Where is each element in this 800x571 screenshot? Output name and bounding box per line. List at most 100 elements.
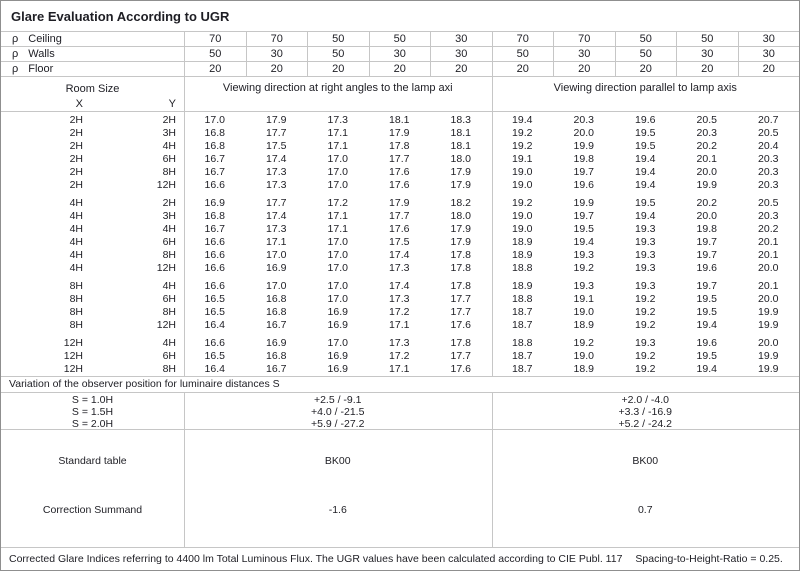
ugr-value: 16.9 [327,363,348,375]
ugr-value: 20.5 [758,127,779,139]
standard-table-row: Standard table BK00 BK00 [1,430,799,492]
footer-ratio: Spacing-to-Height-Ratio = 0.25. [635,553,783,565]
table-row: 2H 6H 16.7 17.4 17.0 17.7 18.0 19.1 19.8 19.4 20.1… [1,153,799,166]
ugr-value: 19.7 [696,236,717,248]
reflectance-name: Walls [28,48,55,60]
ugr-value: 17.3 [266,179,287,191]
ugr-value: 16.7 [204,223,225,235]
reflectance-value: 20 [737,62,800,76]
ugr-value: 18.7 [512,363,533,375]
room-x-value: 4H [69,262,83,274]
ugr-value: 16.8 [266,350,287,362]
ugr-value: 18.7 [512,350,533,362]
ugr-value: 17.3 [266,223,287,235]
reflectance-name: Floor [28,63,54,75]
ugr-value: 18.8 [512,293,533,305]
table-row: 2H 8H 16.7 17.3 17.0 17.6 17.9 19.0 19.7 19.4 20.0… [1,166,799,179]
reflectance-value: 50 [307,47,369,61]
ugr-value: 18.0 [450,153,471,165]
reflectance-value: 30 [430,47,492,61]
s-distance-label: S = 2.0H [71,418,114,430]
ugr-value: 19.9 [758,350,779,362]
ugr-value: 17.1 [266,236,287,248]
variation-value-right-angles: +2.5 / -9.1 [313,394,362,406]
reflectance-value: 30 [737,47,800,61]
room-y-value: 12H [156,262,176,274]
reflectance-value: 20 [491,62,554,76]
ugr-value: 17.8 [450,337,471,349]
table-row: 4H 2H 16.9 17.7 17.2 17.9 18.2 19.2 19.9 19.5 20.2… [1,197,799,210]
table-row: 2H 2H 17.0 17.9 17.3 18.1 18.3 19.4 20.3 19.6 20.5… [1,114,799,127]
ugr-value: 20.2 [696,197,717,209]
ugr-value: 19.0 [512,210,533,222]
table-row: 8H 12H 16.4 16.7 16.9 17.1 17.6 18.7 18.9 19.2 19.… [1,319,799,332]
ugr-value: 18.1 [450,127,471,139]
room-x-value: 2H [69,140,83,152]
reflectance-value: 30 [368,47,431,61]
ugr-value: 20.0 [696,210,717,222]
ugr-value: 17.7 [389,153,410,165]
divider-section-middle-lower [492,393,493,548]
reflectance-label: ρ Floor [1,62,184,76]
ugr-value: 17.0 [327,179,348,191]
rho-symbol: ρ [12,48,19,60]
room-y-value: 4H [162,337,176,349]
ugr-value: 19.3 [635,280,656,292]
room-x-value: 2H [69,179,83,191]
ugr-value: 16.9 [266,262,287,274]
ugr-value: 17.1 [327,223,348,235]
correction-summand-right-angles: -1.6 [328,504,347,516]
ugr-value: 19.7 [573,166,594,178]
footer-text: Corrected Glare Indices referring to 440… [9,553,623,565]
room-y-value: 6H [162,350,176,362]
ugr-value: 17.4 [389,280,410,292]
reflectance-value: 50 [307,32,369,46]
room-size-group: 4H 2H 16.9 17.7 17.2 17.9 18.2 19.2 19.9 19.5 20.2… [1,197,799,275]
ugr-value: 19.9 [758,306,779,318]
ugr-value: 17.7 [450,306,471,318]
ugr-value: 19.5 [696,293,717,305]
room-x-value: 12H [63,337,83,349]
ugr-value: 19.9 [758,363,779,375]
reflectance-name: Ceiling [28,33,62,45]
room-y-value: 4H [162,280,176,292]
variation-row: S = 1.0H +2.5 / -9.1 +2.0 / -4.0 [1,394,799,406]
reflectance-label: ρ Walls [1,47,184,61]
standard-table-label: Standard table [58,455,127,467]
ugr-value: 20.3 [758,179,779,191]
reflectance-value: 50 [184,47,246,61]
ugr-value: 19.2 [635,293,656,305]
room-y-value: 2H [162,197,176,209]
ugr-value: 17.0 [327,280,348,292]
room-x-value: 4H [69,197,83,209]
ugr-value: 16.7 [204,153,225,165]
ugr-value: 17.6 [450,363,471,375]
ugr-value: 19.2 [635,350,656,362]
table-row: 4H 6H 16.6 17.1 17.0 17.5 17.9 18.9 19.4 19.3 19.7… [1,236,799,249]
xy-header-row: X Y [1,97,184,112]
s-distance-label: S = 1.0H [71,394,114,406]
ugr-value: 19.6 [635,114,656,126]
ugr-value: 16.8 [204,127,225,139]
room-y-value: 6H [162,153,176,165]
ugr-value: 17.2 [389,306,410,318]
ugr-value: 17.6 [389,223,410,235]
table-row: 8H 4H 16.6 17.0 17.0 17.4 17.8 18.9 19.3 19.3 19.7… [1,280,799,293]
s-distance-label: S = 1.5H [71,406,114,418]
reflectance-table: ρ Ceiling 70 70 50 50 30 70 70 50 50 30 ρ Walls 50 30 50… [1,32,799,77]
ugr-value: 20.0 [758,293,779,305]
ugr-value: 18.8 [512,337,533,349]
ugr-value: 20.3 [758,210,779,222]
ugr-value: 16.5 [204,293,225,305]
reflectance-row: ρ Ceiling 70 70 50 50 30 70 70 50 50 30 [1,32,799,47]
ugr-value: 18.9 [512,249,533,261]
divider-section-middle [492,77,493,376]
ugr-value: 16.6 [204,262,225,274]
ugr-value: 19.3 [635,223,656,235]
ugr-value: 19.3 [573,280,594,292]
ugr-value: 19.0 [512,166,533,178]
variation-row: S = 1.5H +4.0 / -21.5 +3.3 / -16.9 [1,406,799,418]
ugr-value: 16.6 [204,280,225,292]
ugr-value: 19.2 [512,140,533,152]
room-y-value: 8H [162,166,176,178]
